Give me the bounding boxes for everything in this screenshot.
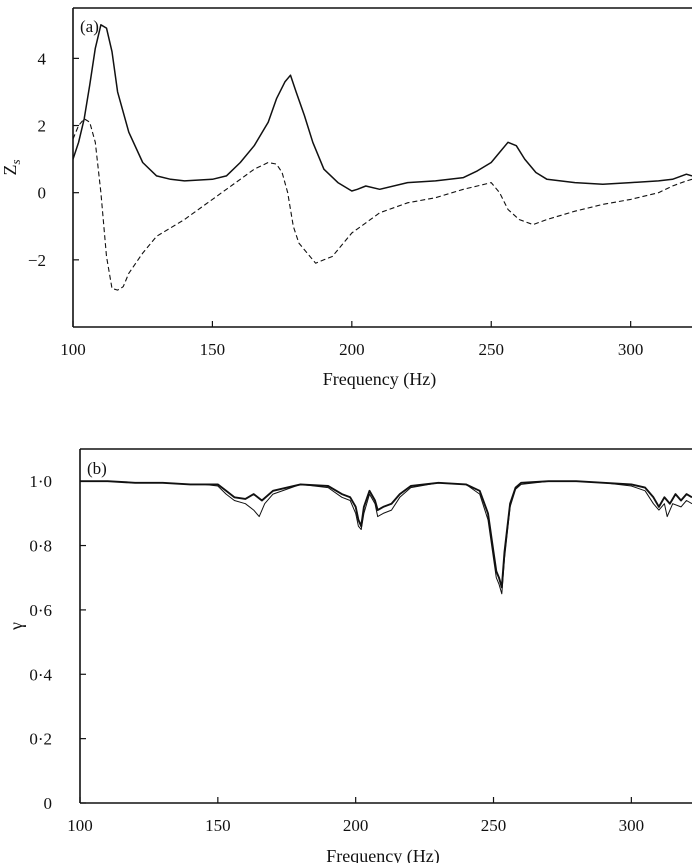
y-axis-title-sub: s	[8, 159, 23, 164]
y-tick-label: 0·6	[29, 601, 52, 620]
x-tick-label: 100	[60, 340, 86, 359]
x-axis-title: Frequency (Hz)	[326, 846, 439, 863]
y-tick-label: 0	[38, 184, 47, 203]
y-tick-label: 2	[38, 117, 47, 136]
series-line-solid-thick	[80, 480, 692, 589]
y-tick-label: 0·8	[29, 537, 52, 556]
x-tick-label: 250	[478, 340, 504, 359]
y-tick-label: 0	[44, 794, 53, 813]
x-axis-title: Frequency (Hz)	[323, 369, 436, 390]
y-axis-title: Zs	[0, 159, 23, 175]
panel-label: (a)	[80, 17, 99, 36]
x-tick-label: 300	[618, 340, 644, 359]
x-tick-label: 150	[200, 340, 226, 359]
series-line-solid-thin	[80, 480, 692, 595]
y-tick-label: 0·2	[29, 730, 52, 749]
y-tick-label: 0·4	[29, 665, 52, 684]
x-tick-label: 300	[619, 816, 645, 835]
y-tick-label: −2	[28, 251, 46, 270]
y-axis-title: γ	[6, 622, 26, 631]
x-tick-label: 100	[67, 816, 93, 835]
panel-label: (b)	[87, 459, 107, 478]
y-axis-title-main: Z	[0, 165, 20, 176]
panel-b: 100 150 200 250 300 0 0·2 0·4 0·6 0·8 1·0 (b) Freque…	[6, 448, 692, 863]
x-tick-label: 150	[205, 816, 231, 835]
y-tick-label: 1·0	[29, 472, 52, 491]
panel-a: 100 150 200 250 300 −2 0 2 4 (a) Frequency (Hz) Zs	[0, 7, 692, 390]
series-line-dashed	[73, 118, 692, 291]
series-line-solid	[73, 24, 692, 192]
x-tick-label: 250	[481, 816, 507, 835]
x-tick-label: 200	[343, 816, 369, 835]
y-tick-label: 4	[38, 49, 47, 68]
x-tick-label: 200	[339, 340, 365, 359]
